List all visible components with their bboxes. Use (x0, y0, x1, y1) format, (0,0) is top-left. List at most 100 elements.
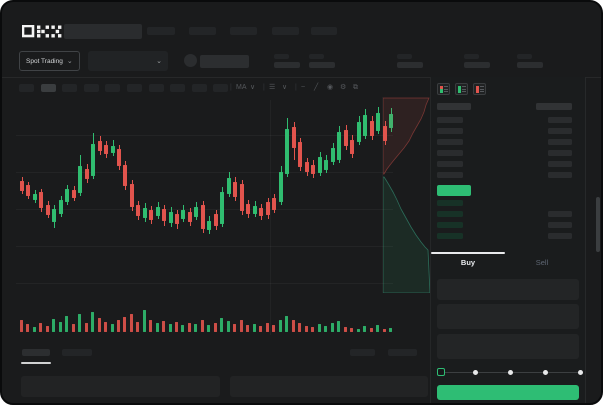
settings-gear-icon[interactable]: ⚙ (340, 84, 347, 91)
slider-handle[interactable] (437, 368, 445, 376)
timeframe-button[interactable] (83, 84, 99, 92)
timeframe-button[interactable] (148, 84, 164, 92)
orderbook-ask-row[interactable] (437, 128, 463, 134)
timeframe-button[interactable] (191, 84, 207, 92)
candle-style-icon[interactable]: ☰ (269, 84, 276, 91)
volume-bar (26, 324, 29, 332)
timeframe-button[interactable] (19, 84, 34, 92)
bottom-panel-placeholder (230, 376, 428, 397)
depth-area (382, 176, 431, 294)
candlestick (220, 192, 224, 224)
bottom-tab-active-placeholder[interactable] (22, 349, 50, 356)
bids-only-view-icon[interactable] (455, 83, 468, 95)
orderbook-bid-row[interactable] (437, 222, 463, 228)
timeframe-button[interactable] (40, 84, 56, 92)
tab-buy[interactable]: Buy (460, 258, 476, 267)
order-type-field[interactable] (437, 279, 579, 300)
orderbook-bid-row[interactable] (437, 200, 463, 206)
candlestick (272, 198, 276, 210)
candlestick (298, 142, 302, 167)
snapshot-icon[interactable]: ◉ (327, 84, 334, 91)
volume-bar (52, 319, 55, 332)
candlestick (383, 126, 387, 141)
timeframe-button[interactable] (127, 84, 142, 92)
orderbook-ask-amount (548, 172, 572, 178)
fullscreen-icon[interactable]: ⧉ (353, 84, 358, 91)
bottom-tab-placeholder[interactable] (62, 349, 92, 356)
orderbook-bid-row[interactable] (437, 233, 463, 239)
volume-bar (214, 323, 217, 332)
orderbook-ask-row[interactable] (437, 150, 463, 156)
orderbook-ask-row[interactable] (437, 161, 463, 167)
nav-item-placeholder[interactable] (311, 27, 337, 35)
nav-item-placeholder[interactable] (230, 27, 257, 35)
market-type-dropdown[interactable]: Spot Trading ⌄ (19, 51, 80, 71)
draw-tool-icon[interactable]: ╱ (314, 84, 319, 91)
timeframe-button[interactable] (213, 84, 229, 92)
volume-bar (357, 329, 360, 332)
volume-bar (266, 323, 269, 332)
slider-stop-dot[interactable] (543, 370, 548, 375)
search-input[interactable] (64, 24, 142, 39)
candlestick (370, 121, 374, 136)
candlestick-chart[interactable] (16, 100, 393, 337)
volume-bar (337, 321, 340, 332)
pair-dropdown[interactable]: ⌄ (88, 51, 168, 71)
stat-label-placeholder (397, 54, 412, 59)
amount-input[interactable] (437, 334, 579, 359)
orderbook-ask-row[interactable] (437, 117, 463, 123)
slider-stop-dot[interactable] (508, 370, 513, 375)
timeframe-button[interactable] (105, 84, 121, 92)
volume-bar (227, 321, 230, 332)
timeframe-button[interactable] (62, 84, 78, 92)
gridline (16, 246, 393, 247)
chevron-down-icon[interactable]: ∨ (250, 84, 256, 91)
candlestick (266, 202, 270, 215)
volume-bar (162, 321, 165, 332)
asks-only-view-icon[interactable] (473, 83, 486, 95)
orderbook-bid-row[interactable] (437, 211, 463, 217)
orderbook-ask-row[interactable] (437, 172, 463, 178)
orderbook-header-placeholder (536, 103, 572, 110)
stat-label-placeholder (274, 54, 289, 59)
depth-chart (382, 97, 431, 294)
volume-bar (305, 326, 308, 332)
orderbook-ask-row[interactable] (437, 139, 463, 145)
line-tool-icon[interactable]: ~ (301, 84, 306, 91)
timeframe-button[interactable] (170, 84, 186, 92)
candlestick (337, 132, 341, 160)
nav-item-placeholder[interactable] (272, 27, 299, 35)
chevron-down-icon[interactable]: ∨ (282, 84, 288, 91)
combined-book-view-icon[interactable] (437, 83, 450, 95)
chevron-down-icon: ⌄ (66, 57, 73, 65)
candlestick (46, 205, 50, 215)
buy-button[interactable] (437, 385, 579, 400)
slider-stop-dot[interactable] (473, 370, 478, 375)
orderbook-ask-amount (548, 128, 572, 134)
scrollbar-thumb[interactable] (596, 197, 600, 252)
mid-price-bar[interactable] (437, 185, 471, 196)
candlestick (194, 207, 198, 217)
slider-stop-dot[interactable] (578, 370, 583, 375)
orderbook-bid-amount (548, 222, 572, 228)
volume-bar (363, 326, 366, 332)
bottom-action-placeholder[interactable] (350, 349, 375, 356)
bottom-panel-placeholder (21, 376, 220, 397)
volume-bar (285, 316, 288, 332)
volume-bar (123, 317, 126, 332)
volume-bar (240, 320, 243, 332)
candlestick (357, 122, 361, 142)
nav-item-placeholder[interactable] (147, 27, 175, 35)
bottom-action-placeholder[interactable] (388, 349, 417, 356)
tab-sell[interactable]: Sell (535, 258, 549, 267)
orderbook-ask-amount (548, 117, 572, 123)
orderbook-ask-amount (548, 139, 572, 145)
candlestick (26, 185, 30, 196)
coin-icon (184, 54, 197, 67)
indicators-icon[interactable]: MA (236, 84, 247, 91)
nav-item-placeholder[interactable] (189, 27, 216, 35)
candlestick (285, 129, 289, 174)
candlestick (279, 172, 283, 202)
price-input[interactable] (437, 304, 579, 329)
